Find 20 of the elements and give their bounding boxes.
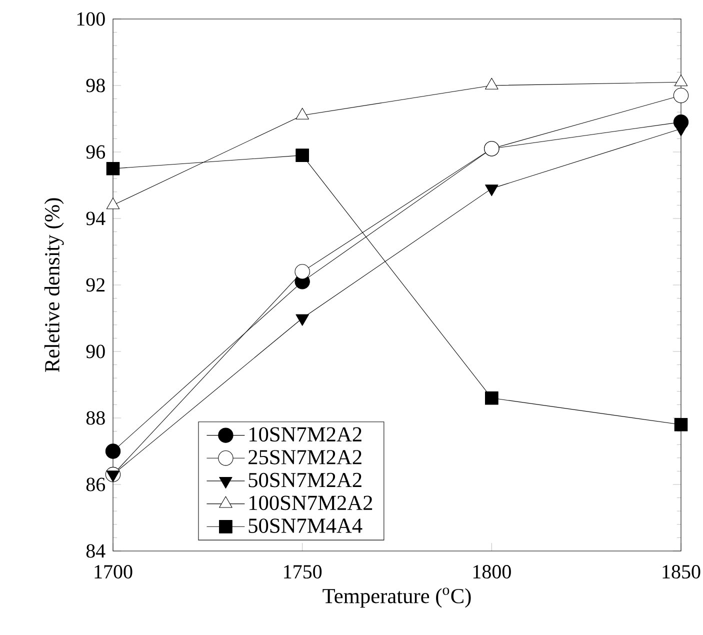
y-tick-label: 88 [86,411,105,425]
x-axis-title: Temperature ($^{o}$C) [322,588,471,608]
x-tick-label: 1700 [94,565,132,579]
y-tick-label: 94 [86,212,106,226]
legend-label: 100SN7M2A2 [249,496,372,510]
y-tick-label: 90 [86,344,105,358]
y-tick-label: 98 [86,78,105,92]
x-tick-label: 1800 [473,565,511,579]
x-tick-label: 1750 [284,565,322,579]
y-axis-title: Reletive density (%) [44,198,64,372]
y-tick-label: 96 [86,145,106,159]
legend-label: 25SN7M2A2 [248,450,362,464]
y-tick-label: 100 [77,12,105,26]
y-tick-label: 84 [86,544,106,558]
x-tick-label: 1850 [662,565,700,579]
legend-label: 10SN7M2A2 [249,427,362,442]
legend-label: 50SN7M4A4 [248,518,362,533]
legend-label: 50SN7M2A2 [248,472,362,488]
y-tick-label: 92 [86,278,105,292]
y-tick-label: 86 [86,478,106,492]
